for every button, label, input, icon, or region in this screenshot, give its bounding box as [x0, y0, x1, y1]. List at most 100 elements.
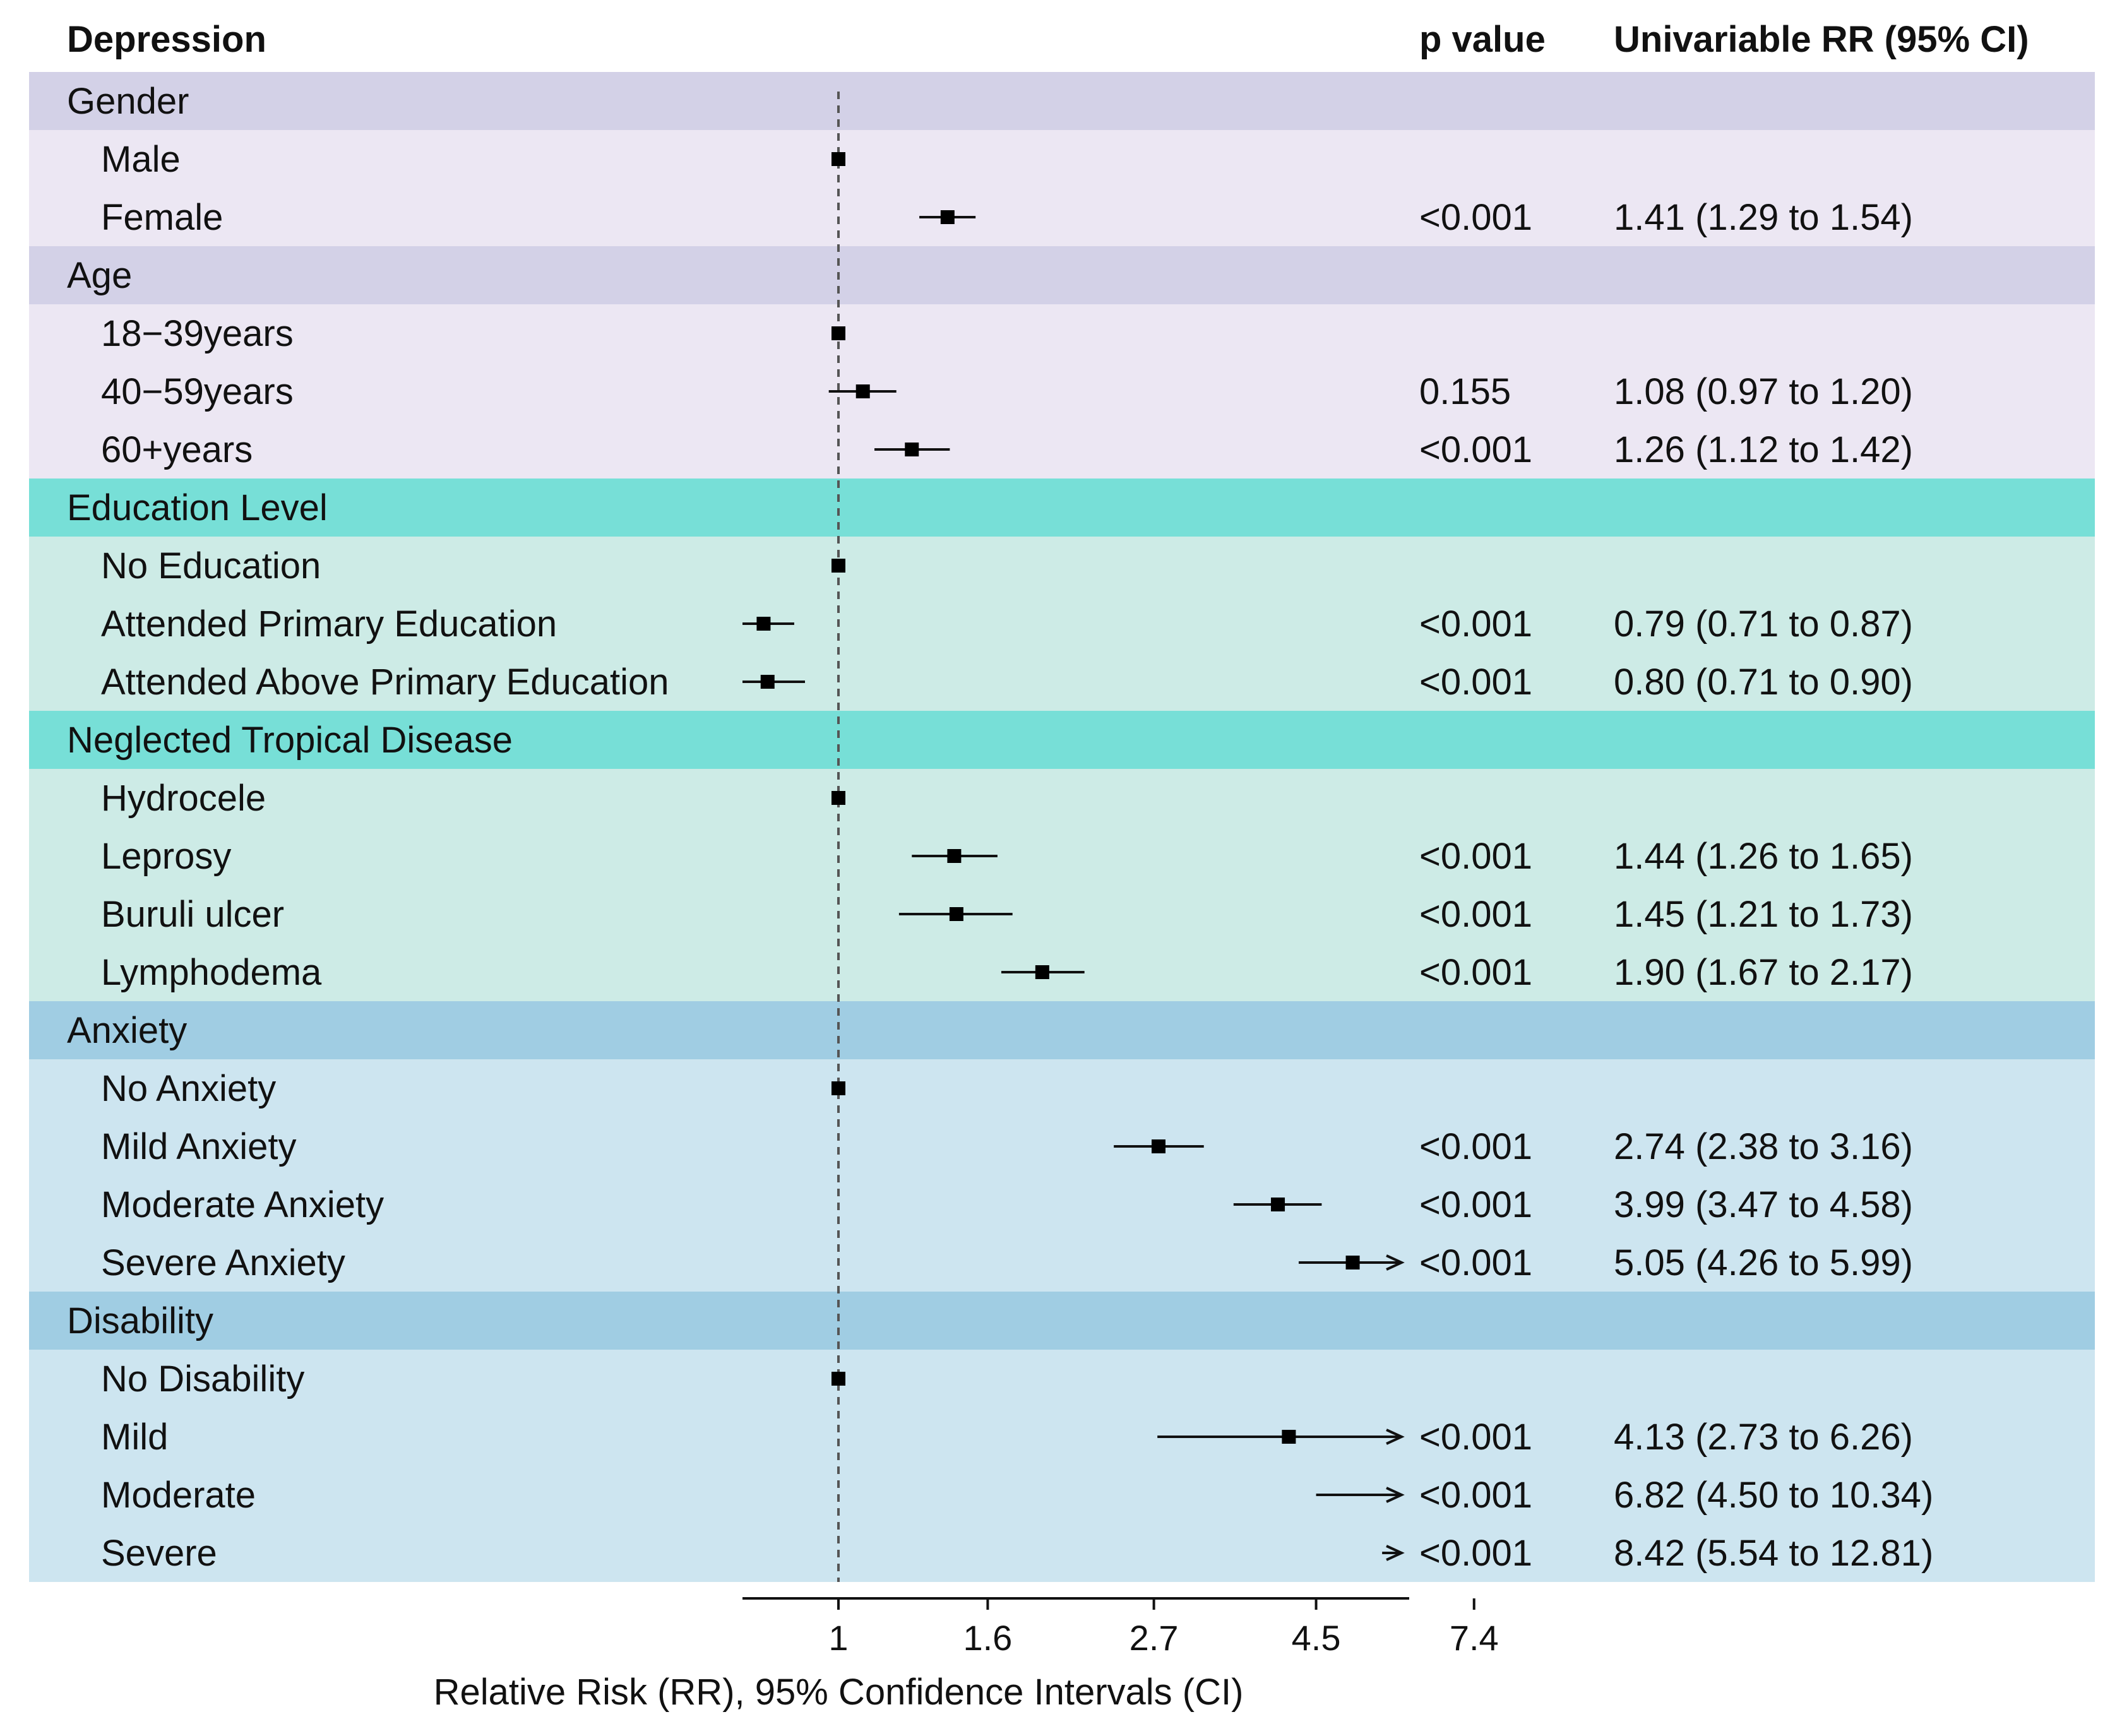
- x-axis-label: Relative Risk (RR), 95% Confidence Inter…: [434, 1672, 1244, 1713]
- point-estimate-education-level-attended-above-primary-education: [760, 675, 775, 689]
- p-value-education-level-attended-primary-education: <0.001: [1419, 603, 1532, 645]
- rr-ci-age-60-years: 1.26 (1.12 to 1.42): [1614, 429, 1913, 470]
- point-estimate-anxiety-mild-anxiety: [1152, 1139, 1166, 1153]
- rr-ci-anxiety-mild-anxiety: 2.74 (2.38 to 3.16): [1614, 1126, 1913, 1167]
- p-value-disability-mild: <0.001: [1419, 1417, 1532, 1458]
- group-label-gender: Gender: [67, 81, 189, 122]
- p-value-gender-female: <0.001: [1419, 197, 1532, 238]
- p-value-anxiety-moderate-anxiety: <0.001: [1419, 1184, 1532, 1225]
- x-tick-label-7-4: 7.4: [1450, 1618, 1499, 1658]
- row-bands: [29, 72, 2095, 1582]
- ci-arrow-disability-moderate: [1386, 1487, 1405, 1503]
- row-label-age-60-years: 60+years: [101, 429, 253, 470]
- rr-ci-neglected-tropical-disease-leprosy: 1.44 (1.26 to 1.65): [1614, 836, 1913, 877]
- p-value-anxiety-mild-anxiety: <0.001: [1419, 1126, 1532, 1167]
- row-label-age-18-39years: 18−39years: [101, 313, 294, 354]
- rr-ci-education-level-attended-above-primary-education: 0.80 (0.71 to 0.90): [1614, 662, 1913, 703]
- x-tick-label-2-7: 2.7: [1130, 1618, 1179, 1658]
- ci-arrow-disability-severe: [1386, 1545, 1405, 1561]
- row-label-education-level-attended-primary-education: Attended Primary Education: [101, 603, 557, 645]
- group-label-anxiety: Anxiety: [67, 1010, 187, 1051]
- group-header-band: [29, 711, 2095, 769]
- group-label-education-level: Education Level: [67, 487, 328, 528]
- p-value-anxiety-severe-anxiety: <0.001: [1419, 1242, 1532, 1283]
- p-value-neglected-tropical-disease-buruli-ulcer: <0.001: [1419, 894, 1532, 935]
- point-estimate-age-40-59years: [855, 384, 870, 398]
- rr-ci-education-level-attended-primary-education: 0.79 (0.71 to 0.87): [1614, 603, 1913, 645]
- group-body-band: [29, 537, 2095, 711]
- group-body-band: [29, 1059, 2095, 1292]
- point-estimate-education-level-attended-primary-education: [756, 617, 771, 631]
- row-label-education-level-no-education: No Education: [101, 545, 321, 586]
- rr-ci-neglected-tropical-disease-buruli-ulcer: 1.45 (1.21 to 1.73): [1614, 894, 1913, 935]
- group-label-age: Age: [67, 255, 132, 296]
- p-value-age-40-59years: 0.155: [1419, 371, 1511, 412]
- p-value-education-level-attended-above-primary-education: <0.001: [1419, 662, 1532, 703]
- point-estimate-age-60-years: [905, 443, 919, 456]
- row-label-neglected-tropical-disease-buruli-ulcer: Buruli ulcer: [101, 894, 284, 935]
- estimate-column-header: Univariable RR (95% CI): [1614, 19, 2029, 60]
- group-header-band: [29, 479, 2095, 537]
- point-estimate-gender-female: [940, 210, 955, 224]
- row-label-neglected-tropical-disease-hydrocele: Hydrocele: [101, 778, 266, 819]
- group-body-band: [29, 769, 2095, 1001]
- p-value-neglected-tropical-disease-leprosy: <0.001: [1419, 836, 1532, 877]
- point-estimate-anxiety-no-anxiety: [831, 1081, 845, 1095]
- row-label-anxiety-moderate-anxiety: Moderate Anxiety: [101, 1184, 384, 1225]
- group-header-band: [29, 72, 2095, 130]
- ci-arrow-disability-mild: [1386, 1429, 1405, 1445]
- row-label-disability-moderate: Moderate: [101, 1475, 256, 1516]
- row-label-education-level-attended-above-primary-education: Attended Above Primary Education: [101, 662, 669, 703]
- rr-ci-neglected-tropical-disease-lymphodema: 1.90 (1.67 to 2.17): [1614, 952, 1913, 993]
- point-estimate-disability-no-disability: [831, 1372, 845, 1386]
- group-body-band: [29, 130, 2095, 246]
- point-estimate-education-level-no-education: [831, 559, 845, 573]
- x-tick-label-1-6: 1.6: [963, 1618, 1012, 1658]
- rr-ci-disability-moderate: 6.82 (4.50 to 10.34): [1614, 1475, 1933, 1516]
- row-label-gender-male: Male: [101, 139, 181, 180]
- rr-ci-disability-severe: 8.42 (5.54 to 12.81): [1614, 1533, 1933, 1574]
- group-label-disability: Disability: [67, 1300, 213, 1341]
- x-tick-label-4-5: 4.5: [1292, 1618, 1341, 1658]
- group-body-band: [29, 304, 2095, 479]
- rr-ci-anxiety-moderate-anxiety: 3.99 (3.47 to 4.58): [1614, 1184, 1913, 1225]
- p-value-age-60-years: <0.001: [1419, 429, 1532, 470]
- rr-ci-anxiety-severe-anxiety: 5.05 (4.26 to 5.99): [1614, 1242, 1913, 1283]
- point-estimate-anxiety-moderate-anxiety: [1271, 1198, 1285, 1211]
- p-value-disability-severe: <0.001: [1419, 1533, 1532, 1574]
- group-body-band: [29, 1350, 2095, 1582]
- rr-ci-age-40-59years: 1.08 (0.97 to 1.20): [1614, 371, 1913, 412]
- point-estimate-gender-male: [831, 152, 845, 166]
- row-label-age-40-59years: 40−59years: [101, 371, 294, 412]
- row-label-anxiety-severe-anxiety: Severe Anxiety: [101, 1242, 345, 1283]
- p-value-column-header: p value: [1419, 19, 1546, 60]
- row-label-disability-severe: Severe: [101, 1533, 217, 1574]
- row-label-anxiety-no-anxiety: No Anxiety: [101, 1068, 276, 1109]
- group-header-band: [29, 1001, 2095, 1059]
- ci-arrow-anxiety-severe-anxiety: [1386, 1254, 1405, 1271]
- plot-title: Depression: [67, 19, 266, 60]
- point-estimate-neglected-tropical-disease-lymphodema: [1035, 965, 1049, 979]
- point-estimate-age-18-39years: [831, 326, 845, 340]
- group-label-neglected-tropical-disease: Neglected Tropical Disease: [67, 720, 513, 761]
- p-value-neglected-tropical-disease-lymphodema: <0.001: [1419, 952, 1532, 993]
- point-estimate-neglected-tropical-disease-hydrocele: [831, 791, 845, 805]
- point-estimate-anxiety-severe-anxiety: [1345, 1256, 1360, 1269]
- x-tick-label-1: 1: [828, 1618, 848, 1658]
- p-value-disability-moderate: <0.001: [1419, 1475, 1532, 1516]
- point-estimate-neglected-tropical-disease-buruli-ulcer: [949, 907, 963, 921]
- rr-ci-gender-female: 1.41 (1.29 to 1.54): [1614, 197, 1913, 238]
- row-label-neglected-tropical-disease-leprosy: Leprosy: [101, 836, 231, 877]
- row-label-gender-female: Female: [101, 197, 223, 238]
- row-label-disability-mild: Mild: [101, 1417, 168, 1458]
- row-label-anxiety-mild-anxiety: Mild Anxiety: [101, 1126, 296, 1167]
- group-header-band: [29, 246, 2095, 304]
- point-estimate-disability-mild: [1282, 1430, 1296, 1444]
- row-label-disability-no-disability: No Disability: [101, 1358, 304, 1400]
- rr-ci-disability-mild: 4.13 (2.73 to 6.26): [1614, 1417, 1913, 1458]
- point-estimate-neglected-tropical-disease-leprosy: [947, 849, 962, 863]
- row-label-neglected-tropical-disease-lymphodema: Lymphodema: [101, 952, 322, 993]
- x-axis: 1 1.6 2.7 4.5 7.4: [742, 1597, 1499, 1658]
- forest-rows: Gender Male Female <0.001 1.41 (1.29 to 1.54…: [67, 81, 1933, 1574]
